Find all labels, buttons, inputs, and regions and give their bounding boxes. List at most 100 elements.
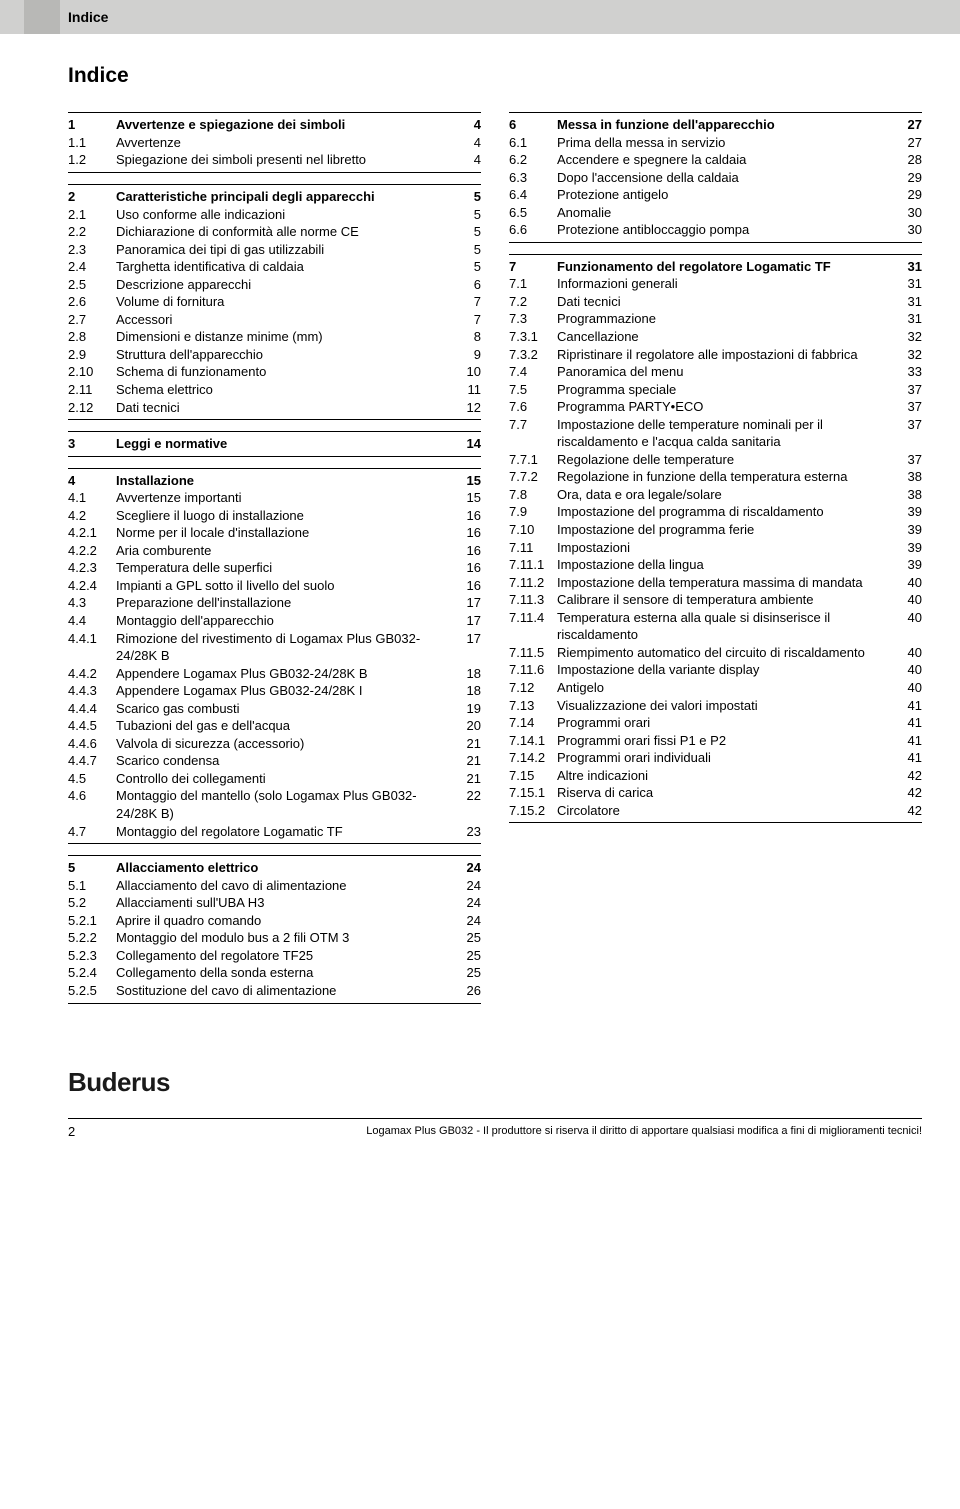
toc-row: 4.2Scegliere il luogo di installazione16 [68, 507, 481, 525]
toc-title: Caratteristiche principali degli apparec… [116, 188, 455, 206]
toc-row: 6.3Dopo l'accensione della caldaia29 [509, 169, 922, 187]
toc-number: 4.7 [68, 823, 116, 841]
toc-number: 7.2 [509, 293, 557, 311]
toc-row: 7.7.1Regolazione delle temperature37 [509, 451, 922, 469]
toc-number: 2.12 [68, 399, 116, 417]
toc-title: Panoramica del menu [557, 363, 896, 381]
toc-number: 2.5 [68, 276, 116, 294]
toc-row: 4.4.4Scarico gas combusti19 [68, 700, 481, 718]
toc-number: 4.4.2 [68, 665, 116, 683]
toc-page: 31 [896, 258, 922, 276]
toc-page: 31 [896, 275, 922, 293]
toc-number: 7.9 [509, 503, 557, 521]
toc-row: 7.14Programmi orari41 [509, 714, 922, 732]
toc-number: 4.5 [68, 770, 116, 788]
toc-row: 2.11Schema elettrico11 [68, 381, 481, 399]
toc-section: 7Funzionamento del regolatore Logamatic … [509, 254, 922, 824]
toc-page: 20 [455, 717, 481, 735]
toc-number: 7.14.1 [509, 732, 557, 750]
toc-page: 5 [455, 241, 481, 259]
toc-row: 2.1Uso conforme alle indicazioni5 [68, 206, 481, 224]
toc-row: 6.6Protezione antibloccaggio pompa30 [509, 221, 922, 239]
toc-title: Aria comburente [116, 542, 455, 560]
toc-title: Collegamento del regolatore TF25 [116, 947, 455, 965]
toc-title: Programmi orari individuali [557, 749, 896, 767]
toc-page: 41 [896, 749, 922, 767]
toc-page: 42 [896, 802, 922, 820]
toc-page: 37 [896, 416, 922, 434]
toc-row: 6.2Accendere e spegnere la caldaia28 [509, 151, 922, 169]
footer-disclaimer: Logamax Plus GB032 - Il produttore si ri… [366, 1124, 922, 1139]
toc-number: 4.3 [68, 594, 116, 612]
toc-number: 5.2.4 [68, 964, 116, 982]
toc-page: 37 [896, 381, 922, 399]
toc-title: Appendere Logamax Plus GB032-24/28K B [116, 665, 455, 683]
left-column: Indice 1Avvertenze e spiegazione dei sim… [68, 62, 481, 1015]
toc-row: 7.8Ora, data e ora legale/solare38 [509, 486, 922, 504]
toc-row: 6.4Protezione antigelo29 [509, 186, 922, 204]
toc-title: Avvertenze importanti [116, 489, 455, 507]
toc-row: 2Caratteristiche principali degli appare… [68, 188, 481, 206]
toc-row: 7Funzionamento del regolatore Logamatic … [509, 258, 922, 276]
toc-row: 7.11Impostazioni39 [509, 539, 922, 557]
toc-row: 2.2Dichiarazione di conformità alle norm… [68, 223, 481, 241]
toc-number: 5.2.3 [68, 947, 116, 965]
toc-page: 21 [455, 735, 481, 753]
toc-row: 1Avvertenze e spiegazione dei simboli4 [68, 116, 481, 134]
toc-page: 42 [896, 767, 922, 785]
toc-number: 7.11.4 [509, 609, 557, 627]
toc-number: 4.4.4 [68, 700, 116, 718]
toc-page: 7 [455, 311, 481, 329]
toc-row: 4.3Preparazione dell'installazione17 [68, 594, 481, 612]
toc-title: Impostazione delle temperature nominali … [557, 416, 896, 451]
toc-row: 6.5Anomalie30 [509, 204, 922, 222]
toc-title: Programmi orari [557, 714, 896, 732]
toc-number: 6.1 [509, 134, 557, 152]
toc-page: 28 [896, 151, 922, 169]
toc-row: 2.4Targhetta identificativa di caldaia5 [68, 258, 481, 276]
toc-page: 4 [455, 116, 481, 134]
toc-title: Informazioni generali [557, 275, 896, 293]
toc-title: Scarico gas combusti [116, 700, 455, 718]
toc-page: 18 [455, 682, 481, 700]
toc-number: 2.9 [68, 346, 116, 364]
toc-page: 10 [455, 363, 481, 381]
toc-page: 16 [455, 577, 481, 595]
toc-number: 4.4.5 [68, 717, 116, 735]
toc-row: 4.4.5Tubazioni del gas e dell'acqua20 [68, 717, 481, 735]
toc-title: Installazione [116, 472, 455, 490]
toc-page: 40 [896, 679, 922, 697]
toc-row: 7.11.3Calibrare il sensore di temperatur… [509, 591, 922, 609]
toc-row: 4.5Controllo dei collegamenti21 [68, 770, 481, 788]
toc-number: 6.2 [509, 151, 557, 169]
toc-page: 31 [896, 310, 922, 328]
toc-title: Dopo l'accensione della caldaia [557, 169, 896, 187]
toc-title: Impostazione del programma di riscaldame… [557, 503, 896, 521]
toc-page: 18 [455, 665, 481, 683]
toc-row: 2.3Panoramica dei tipi di gas utilizzabi… [68, 241, 481, 259]
toc-row: 4.2.3Temperatura delle superfici16 [68, 559, 481, 577]
toc-row: 5.2.2Montaggio del modulo bus a 2 fili O… [68, 929, 481, 947]
toc-row: 3Leggi e normative14 [68, 435, 481, 453]
toc-title: Allacciamento del cavo di alimentazione [116, 877, 455, 895]
toc-title: Temperatura delle superfici [116, 559, 455, 577]
toc-row: 7.12Antigelo40 [509, 679, 922, 697]
toc-title: Rimozione del rivestimento di Logamax Pl… [116, 630, 455, 665]
toc-number: 7.6 [509, 398, 557, 416]
toc-number: 7.7.2 [509, 468, 557, 486]
toc-number: 7.8 [509, 486, 557, 504]
toc-page: 39 [896, 503, 922, 521]
toc-number: 4.4.1 [68, 630, 116, 648]
toc-title: Accendere e spegnere la caldaia [557, 151, 896, 169]
toc-title: Programma PARTY•ECO [557, 398, 896, 416]
toc-page: 26 [455, 982, 481, 1000]
toc-title: Struttura dell'apparecchio [116, 346, 455, 364]
toc-number: 2.2 [68, 223, 116, 241]
toc-title: Scegliere il luogo di installazione [116, 507, 455, 525]
toc-number: 7.7 [509, 416, 557, 434]
toc-number: 7.11.1 [509, 556, 557, 574]
toc-title: Programmi orari fissi P1 e P2 [557, 732, 896, 750]
toc-title: Montaggio del mantello (solo Logamax Plu… [116, 787, 455, 822]
toc-title: Tubazioni del gas e dell'acqua [116, 717, 455, 735]
toc-number: 5.2.2 [68, 929, 116, 947]
